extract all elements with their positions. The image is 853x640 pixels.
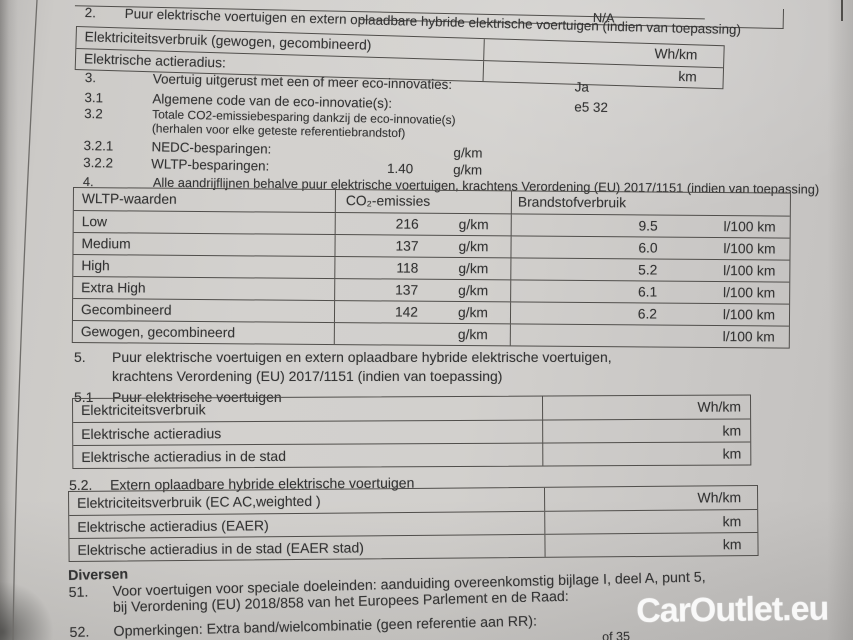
section-5-1-table: Elektriciteitsverbruik Wh/km Elektrische… [72,394,752,469]
item-52: 52. Opmerkingen: Extra band/wielcombinati… [69,614,537,640]
fuel-unit: l/100 km [722,285,776,301]
fuel-value: 6.2 [637,306,658,322]
page-edge-line [841,0,843,21]
item-52-number: 52. [69,624,90,640]
item-amount: 1.40 [386,160,414,177]
fuel-unit: l/100 km [722,329,775,345]
row-label: Medium [73,233,336,257]
table-row: Elektrische actieradius km [73,418,751,445]
row-label: Extra High [73,277,336,301]
row-label: Elektrische actieradius in de stad [73,443,544,468]
fuel-value: 6.0 [638,240,658,256]
row-label: Low [73,211,336,235]
row-label: Elektrische actieradius (EAER) [69,511,546,538]
left-margin-line [12,0,38,640]
section-5-line1: Puur elektrische voertuigen en extern op… [112,349,612,365]
item-label: WLTP-besparingen: [151,156,270,174]
header-wltp-waarden: WLTP-waarden [73,188,336,213]
item-unit: g/km [453,162,483,178]
section-5-number: 5. [74,349,86,365]
fuel-value: 9.5 [638,218,658,234]
item-number: 3.2.2 [83,154,114,171]
wltp-table: WLTP-waarden CO₂-emissies Brandstofverbr… [71,187,791,349]
section-5-line2: krachtens Verordening (EU) 2017/1151 (in… [112,368,503,384]
section-5-1-number: 5.1 [74,389,94,405]
item-52-line1: Opmerkingen: Extra band/wielcombinatie (… [113,613,538,640]
section-5-1-heading: 5.1 Puur elektrische voertuigen [74,389,282,405]
item-unit: g/km [453,145,483,161]
co2-value: 142 [394,304,419,320]
co2-value: 137 [395,282,419,298]
item-number: 3.2 [84,105,103,122]
co2-unit: g/km [457,305,488,321]
co2-unit: g/km [457,327,488,343]
co2-unit: g/km [458,283,489,299]
row-unit: Wh/km [697,489,742,506]
item-label: NEDC-besparingen: [151,139,272,157]
fuel-value: 5.2 [638,262,658,278]
section-3: 3. Voertuig uitgerust met een of meer ec… [83,70,825,189]
section-2-number: 2. [84,5,97,21]
page-footer-fragment: of 35 [602,629,631,640]
row-label: Gecombineerd [72,299,336,323]
header-brandstofverbruik: Brandstofverbruik [517,194,627,211]
header-co2-emissies: CO₂-emissies [335,190,512,214]
row-unit: km [722,422,742,439]
co2-value [335,323,418,345]
row-label: Elektriciteitsverbruik [73,396,544,422]
caroutlet-watermark: CarOutlet.eu [636,589,829,630]
item-number: 3.1 [84,89,104,106]
fuel-unit: l/100 km [722,307,776,323]
row-unit: km [722,445,742,462]
item-51-number: 51. [68,584,89,601]
row-label: High [73,255,336,279]
diversen-title: Diversen [68,566,129,584]
table-row: Elektriciteitsverbruik Wh/km [73,395,750,422]
fuel-unit: l/100 km [723,263,776,279]
co2-value: 137 [395,238,419,254]
fuel-value: 6.1 [637,284,658,300]
co2-value: 118 [396,260,419,276]
item-value: e5 32 [574,99,609,116]
row-label: Gewogen, gecombineerd [72,321,335,345]
co2-unit: g/km [458,239,489,255]
section-5-1-title: Puur elektrische voertuigen [112,389,282,405]
section-5-2-table: Elektriciteitsverbruik (EC AC,weighted )… [68,484,759,562]
table-row: Elektrische actieradius in de stad km [73,441,751,468]
co2-unit: g/km [458,217,489,233]
item-number: 3.2.1 [83,137,114,154]
row-label: Elektriciteitsverbruik (EC AC,weighted ) [69,487,546,515]
fuel-unit: l/100 km [723,219,776,235]
row-label: Elektrische actieradius [73,420,544,445]
item-number: 3. [84,70,97,86]
co2-value: 216 [395,216,419,232]
co2-unit: g/km [458,261,489,277]
fuel-value [511,324,657,346]
fuel-unit: l/100 km [723,241,776,257]
row-unit: Wh/km [697,398,742,415]
row-unit: km [722,513,742,530]
item-value: Ja [574,79,590,95]
item-amount [339,143,414,144]
section-5-heading: 5. Puur elektrische voertuigen en extern … [74,349,612,365]
